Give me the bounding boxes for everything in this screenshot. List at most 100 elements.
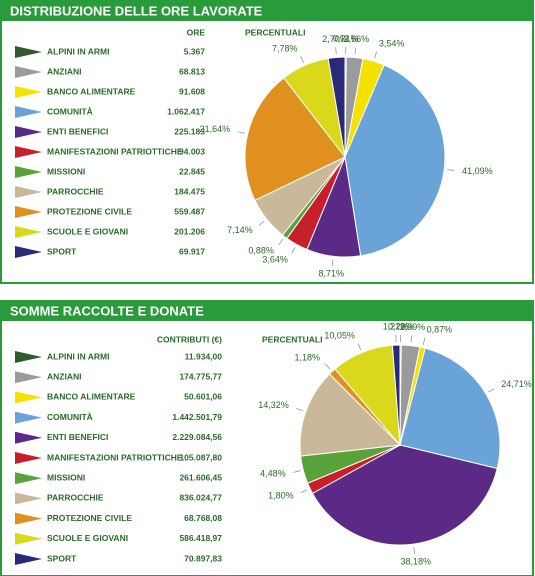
value-label: 105.087,80 — [179, 452, 222, 462]
legend-icon — [15, 46, 42, 58]
leader-line — [447, 169, 455, 171]
percent-label: 3,64% — [262, 255, 288, 265]
percent-label: 2,99% — [400, 322, 426, 332]
legend-label: SPORT — [47, 246, 77, 256]
value-label: 94.003 — [179, 146, 205, 156]
percent-label: 24,71% — [501, 379, 532, 389]
percent-label: 0,20% — [388, 321, 414, 331]
value-label: 836.024,77 — [179, 493, 222, 503]
legend-label: ANZIANI — [47, 371, 81, 381]
value-label: 559.487 — [174, 206, 205, 216]
legend-icon — [15, 206, 42, 218]
value-label: 11.934,00 — [185, 351, 223, 361]
value-label: 68.768,08 — [184, 513, 222, 523]
percent-header: PERCENTUALI — [245, 27, 305, 37]
pie-slice — [344, 64, 446, 257]
value-label: 184.475 — [174, 186, 205, 196]
leader-line — [357, 343, 361, 350]
legend-label: MISSIONI — [47, 472, 85, 482]
percent-label: 3,54% — [379, 38, 405, 48]
value-label: 586.418,97 — [179, 533, 222, 543]
legend-label: ENTI BENEFICI — [47, 126, 108, 136]
percent-label: 0,88% — [248, 246, 274, 256]
legend-icon — [15, 146, 42, 158]
title-bar — [1, 1, 533, 21]
percent-label: 41,09% — [462, 166, 493, 176]
leader-line — [300, 56, 304, 63]
value-label: 69.917 — [179, 246, 205, 256]
leader-line — [374, 51, 377, 59]
percent-label: 21,64% — [200, 124, 231, 134]
value-label: 91.608 — [179, 86, 205, 96]
value-label: 70.897,83 — [184, 553, 222, 563]
value-label: 50.601,06 — [184, 392, 222, 402]
legend-icon — [15, 351, 42, 363]
leader-line — [293, 470, 301, 473]
legend-label: MANIFESTAZIONI PATRIOTTICHE — [47, 452, 183, 462]
leader-line — [237, 131, 245, 134]
legend-label: COMUNITÀ — [47, 106, 93, 116]
value-label: 2.229.084,56 — [172, 432, 222, 442]
percent-label: 10,05% — [324, 330, 355, 340]
value-label: 225.183 — [174, 126, 205, 136]
leader-line — [335, 47, 337, 55]
legend-icon — [15, 512, 42, 525]
legend-icon — [15, 492, 42, 505]
percent-label: 2,70% — [322, 34, 348, 44]
pie-slice — [391, 344, 401, 446]
leader-line — [300, 489, 308, 494]
legend-label: PARROCCHIE — [47, 493, 104, 503]
legend-label: SCUOLE E GIOVANI — [47, 533, 128, 543]
legend-icon — [15, 391, 42, 404]
legend-label: ALPINI IN ARMI — [47, 351, 110, 361]
value-header: ORE — [187, 27, 206, 37]
leader-line — [325, 363, 331, 370]
legend-icon — [15, 226, 42, 238]
percent-label: 8,71% — [318, 269, 344, 279]
value-label: 1.442.501,79 — [172, 412, 222, 422]
value-label: 1.062.417 — [167, 106, 205, 116]
legend-label: BANCO ALIMENTARE — [47, 392, 136, 402]
percent-label: 7,78% — [272, 43, 298, 53]
leader-line — [296, 408, 303, 412]
legend-icon — [15, 186, 42, 198]
value-label: 68.813 — [179, 66, 205, 76]
legend-icon — [15, 371, 42, 384]
percent-label: 1,21% — [383, 321, 409, 331]
pie-slice — [311, 444, 498, 546]
legend-label: MISSIONI — [47, 166, 85, 176]
title-bar — [1, 301, 533, 321]
value-label: 174.775,77 — [179, 371, 222, 381]
legend-label: MANIFESTAZIONI PATRIOTTICHE — [47, 146, 183, 156]
percent-label: 1,80% — [268, 491, 294, 501]
legend-icon — [15, 431, 42, 444]
legend-icon — [15, 472, 42, 485]
pie-slice — [244, 77, 346, 201]
legend-icon — [15, 532, 42, 545]
leader-line — [410, 335, 413, 343]
legend-label: PROTEZIONE CIVILE — [47, 206, 132, 216]
percent-header: PERCENTUALI — [262, 334, 322, 344]
legend-label: ANZIANI — [47, 66, 81, 76]
legend-icon — [15, 86, 42, 98]
pie-slice — [327, 56, 346, 158]
leader-line — [422, 337, 426, 345]
legend-label: PROTEZIONE CIVILE — [47, 513, 132, 523]
legend-label: ENTI BENEFICI — [47, 432, 108, 442]
leader-line — [291, 246, 296, 254]
percent-label: 2,66% — [344, 34, 370, 44]
legend-icon — [15, 553, 42, 565]
percent-label: 14,32% — [258, 400, 289, 410]
panel-title: DISTRIBUZIONE DELLE ORE LAVORATE — [10, 3, 263, 18]
percent-label: 7,14% — [227, 225, 253, 235]
legend-label: SCUOLE E GIOVANI — [47, 226, 128, 236]
pie-slice — [399, 347, 501, 470]
percent-label: 0,87% — [427, 324, 453, 334]
leader-line — [331, 259, 334, 267]
legend-icon — [15, 106, 42, 118]
percent-label: 0,21% — [333, 33, 359, 43]
legend-icon — [15, 411, 42, 424]
value-label: 261.606,45 — [179, 472, 222, 482]
leader-line — [258, 220, 265, 226]
